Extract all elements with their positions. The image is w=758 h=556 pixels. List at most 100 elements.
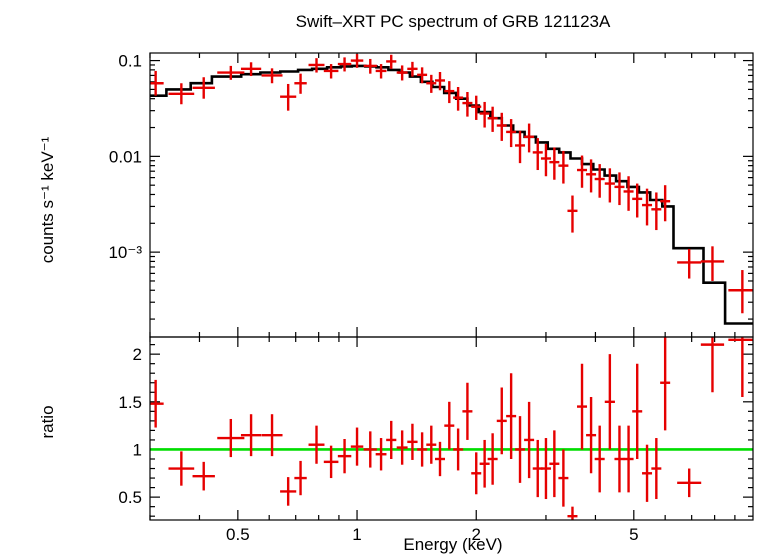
data-point — [651, 192, 662, 231]
ratio-point — [350, 427, 364, 466]
data-point — [540, 143, 551, 177]
x-tick-label: 1 — [352, 525, 361, 544]
ratio-point — [506, 373, 517, 459]
data-point — [506, 119, 517, 148]
ratio-point — [308, 425, 325, 464]
data-point — [375, 64, 387, 79]
ratio-point — [604, 354, 615, 450]
data-point — [577, 155, 588, 188]
data-point — [323, 64, 339, 79]
y-tick-label: 2 — [133, 345, 142, 364]
ratio-point — [294, 460, 307, 496]
x-axis-label: Energy (keV) — [403, 535, 502, 554]
data-point — [728, 270, 753, 314]
data-point — [558, 150, 569, 184]
ratio-point — [462, 382, 473, 440]
data-point — [350, 54, 364, 68]
model-step-line — [150, 64, 753, 325]
data-point — [396, 65, 408, 81]
ratio-point — [487, 433, 498, 485]
ratio-point — [549, 430, 560, 498]
ratio-point — [426, 425, 437, 464]
y-tick-label: 0.1 — [118, 52, 142, 71]
ratio-point — [407, 423, 418, 460]
data-point — [594, 164, 605, 198]
data-point — [462, 91, 473, 117]
y-tick-label: 0.5 — [118, 488, 142, 507]
ratio-point — [586, 397, 597, 474]
ratio-point — [240, 414, 262, 457]
data-point — [496, 112, 507, 141]
ratio-point — [524, 401, 535, 479]
ratio-point — [337, 438, 352, 474]
data-point — [532, 138, 543, 171]
top-panel-frame — [149, 52, 754, 338]
y-tick-label: 10⁻³ — [108, 243, 142, 262]
ratio-point — [280, 477, 297, 506]
ratio-point — [651, 438, 662, 500]
top-panel-ylabel: counts s⁻¹ keV⁻¹ — [38, 136, 57, 263]
chart-title: Swift–XRT PC spectrum of GRB 121123A — [296, 12, 611, 31]
data-point — [524, 123, 535, 153]
ratio-point — [192, 461, 215, 491]
data-point — [192, 77, 215, 99]
x-tick-label: 2 — [472, 525, 481, 544]
ratio-point — [515, 416, 526, 483]
data-point — [567, 195, 578, 233]
ratio-point — [217, 418, 245, 458]
ratio-point — [558, 449, 569, 507]
ratio-point — [261, 414, 283, 457]
ratio-point — [417, 432, 428, 467]
x-tick-label: 0.5 — [226, 525, 250, 544]
data-point — [471, 95, 482, 120]
data-point — [363, 58, 377, 74]
data-point — [168, 83, 195, 105]
data-points — [150, 54, 753, 314]
ratio-point — [453, 428, 464, 471]
data-point — [677, 248, 702, 279]
ratio-point — [479, 439, 490, 488]
ratio-point — [434, 441, 445, 477]
ratio-point — [642, 444, 653, 502]
data-point — [642, 188, 653, 226]
ratio-point — [577, 363, 588, 450]
ratio-points — [150, 337, 753, 520]
ratio-point — [623, 425, 634, 493]
ratio-point — [728, 337, 753, 398]
data-point — [549, 147, 560, 180]
ratio-point — [386, 420, 397, 459]
ratio-point — [700, 337, 725, 393]
data-point — [487, 106, 498, 132]
data-point — [240, 62, 262, 77]
ratio-point — [594, 425, 605, 493]
data-point — [386, 54, 397, 69]
x-tick-label: 5 — [629, 525, 638, 544]
data-point — [614, 172, 625, 206]
ratio-point — [471, 452, 482, 495]
ratio-point — [677, 468, 702, 498]
bottom-panel-frame — [149, 336, 754, 521]
ratio-point — [323, 445, 339, 479]
data-point — [586, 159, 597, 193]
ratio-point — [567, 506, 578, 520]
data-point — [434, 71, 445, 91]
ratio-point — [632, 363, 643, 459]
data-point — [407, 61, 418, 77]
ratio-point — [396, 430, 408, 465]
data-point — [479, 101, 490, 128]
data-point — [444, 81, 455, 104]
y-tick-label: 1.5 — [118, 393, 142, 412]
ratio-panel: 0.5 1 1.5 2 0.5 1 2 5 — [118, 336, 754, 544]
y-tick-label: 1 — [133, 440, 142, 459]
data-point — [261, 68, 283, 84]
data-point — [217, 65, 245, 80]
bottom-panel-ylabel: ratio — [38, 405, 57, 438]
y-tick-label: 0.01 — [109, 147, 142, 166]
data-point — [453, 86, 464, 111]
data-point — [426, 74, 437, 93]
ratio-point — [496, 387, 507, 455]
data-point — [308, 58, 325, 73]
data-point — [660, 185, 671, 222]
ratio-point — [375, 438, 387, 471]
